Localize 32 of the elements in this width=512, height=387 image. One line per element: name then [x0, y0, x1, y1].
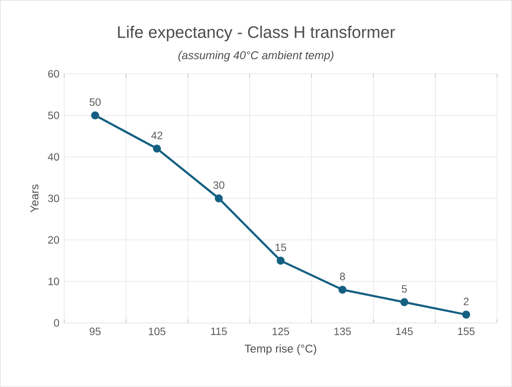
x-tick-label: 125: [272, 328, 290, 336]
y-tick-label: 30: [48, 194, 60, 202]
y-axis-title: Years: [30, 184, 38, 212]
data-label: 2: [464, 298, 469, 306]
x-tick-label: 155: [458, 328, 475, 336]
chart-subtitle: (assuming 40°C ambient temp): [178, 50, 334, 62]
data-label: 8: [340, 272, 345, 280]
x-tick-label: 135: [334, 328, 351, 336]
y-tick-label: 60: [48, 70, 60, 78]
data-label: 42: [151, 132, 162, 140]
point: [338, 286, 346, 294]
point: [152, 144, 161, 153]
y-tick-label: 10: [48, 278, 60, 286]
point: [400, 298, 408, 306]
x-axis-title: Temp rise (°C): [244, 344, 316, 355]
data-label: 30: [213, 181, 224, 189]
x-tick-label: 105: [148, 328, 166, 336]
data-label: 15: [276, 244, 286, 252]
x-tick-label: 95: [90, 328, 101, 336]
chart-title: Life expectancy - Class H transformer: [118, 26, 395, 42]
point: [462, 310, 470, 319]
point: [214, 194, 223, 202]
point: [91, 111, 100, 120]
y-tick-label: 20: [48, 236, 60, 244]
y-tick-label: 40: [48, 153, 60, 161]
y-tick-label: 0: [54, 319, 60, 327]
x-tick-label: 145: [396, 328, 413, 336]
x-tick-label: 115: [211, 328, 227, 336]
data-label: 5: [402, 285, 407, 293]
point: [276, 256, 285, 265]
data-label: 50: [90, 98, 101, 106]
y-tick-label: 50: [48, 112, 60, 120]
